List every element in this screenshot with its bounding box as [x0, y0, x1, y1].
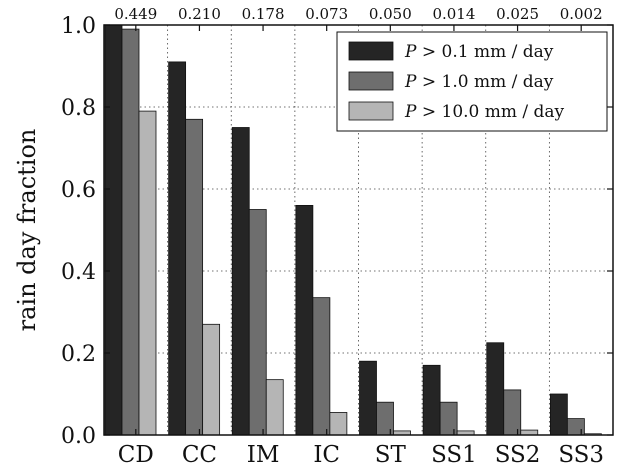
legend: P > 0.1 mm / day P > 1.0 mm / day P > 10.0… — [336, 31, 608, 132]
bar-ic-series-2 — [312, 297, 331, 436]
legend-label: P > 0.1 mm / day — [404, 42, 554, 62]
y-tick-label: 0.4 — [61, 260, 96, 285]
legend-label: P > 10.0 mm / day — [404, 102, 565, 122]
top-axis-label: 0.025 — [496, 5, 539, 23]
x-tick-label: IC — [313, 442, 340, 465]
legend-swatch — [348, 71, 394, 91]
y-tick-label: 0.8 — [61, 96, 96, 121]
legend-label: P > 1.0 mm / day — [404, 72, 554, 92]
bar-st-series-2 — [376, 401, 394, 436]
top-axis-label: 0.178 — [242, 5, 285, 23]
bar-cc-series-2 — [185, 118, 204, 436]
bar-ss3-series-2 — [566, 418, 585, 436]
top-axis-label: 0.073 — [305, 5, 348, 23]
top-axis-label: 0.210 — [178, 5, 221, 23]
bar-im-series-2 — [248, 209, 267, 436]
x-tick-label: SS3 — [558, 442, 604, 465]
bar-im-series-3 — [265, 379, 284, 436]
bar-ic-series-1 — [295, 204, 314, 436]
x-tick-label: SS2 — [495, 442, 541, 465]
x-tick-label: SS1 — [431, 442, 477, 465]
x-tick-label: ST — [375, 442, 407, 465]
bar-ss1-series-2 — [439, 401, 458, 436]
bar-ss3-series-1 — [549, 393, 568, 436]
bar-ic-series-3 — [329, 412, 348, 436]
top-axis-label: 0.449 — [114, 5, 157, 23]
legend-swatch — [348, 101, 394, 121]
plot-frame — [103, 24, 614, 436]
y-tick-label: 0.2 — [61, 342, 96, 367]
y-tick-label: 0.0 — [61, 424, 96, 449]
bar-cd-series-3 — [138, 110, 157, 436]
y-tick-label: 1.0 — [61, 14, 96, 39]
x-tick-label: CC — [182, 442, 217, 465]
bar-ss2-series-1 — [486, 342, 505, 436]
y-tick-label: 0.6 — [61, 178, 96, 203]
bar-ss2-series-2 — [503, 389, 522, 436]
bar-cc-series-1 — [168, 61, 187, 436]
x-tick-label: IM — [247, 442, 280, 465]
top-axis-label: 0.002 — [560, 5, 603, 23]
y-axis-label: rain day fraction — [13, 129, 41, 332]
bar-ss1-series-1 — [422, 364, 441, 436]
legend-swatch — [348, 41, 394, 61]
axis-labels: 0.0 0.2 0.4 0.6 0.8 1.0 CD 0.449 CC 0.210 IM 0.178 I… — [61, 5, 604, 465]
top-axis-label: 0.014 — [432, 5, 475, 23]
bar-cd-series-2 — [121, 28, 140, 436]
bar-cc-series-3 — [202, 323, 221, 436]
top-axis-label: 0.050 — [369, 5, 412, 23]
bar-cd-series-1 — [104, 24, 123, 436]
bar-im-series-1 — [231, 127, 250, 436]
bar-st-series-1 — [359, 360, 377, 436]
axis-ticks — [104, 24, 613, 436]
x-tick-label: CD — [118, 442, 154, 465]
